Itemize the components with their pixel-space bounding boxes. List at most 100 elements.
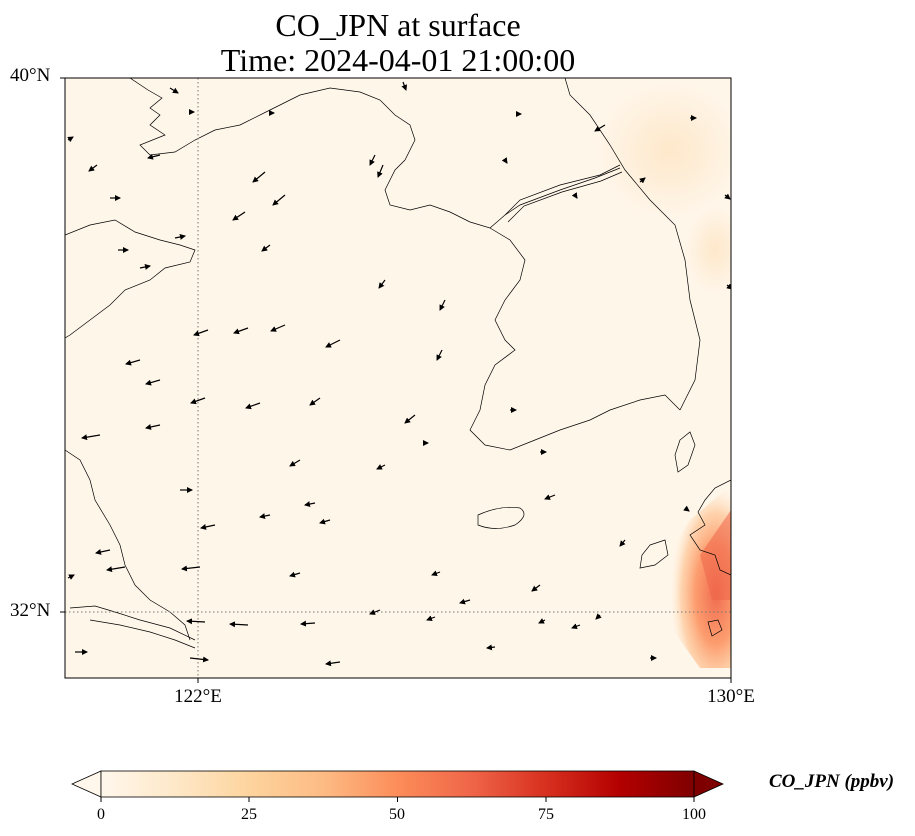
coast-shandong [65, 219, 196, 339]
lat-label-40: 40°N [10, 65, 51, 86]
wind-arrow [683, 505, 690, 512]
map-frame [64, 77, 732, 679]
wind-arrow [459, 598, 471, 605]
wind-arrow [300, 620, 316, 627]
wind-arrow [181, 565, 201, 572]
wind-arrow [145, 379, 161, 386]
map-title-line1: CO_JPN at surface [275, 7, 521, 43]
coast-korea-east [564, 78, 701, 411]
wind-arrow [439, 299, 446, 311]
wind-arrow [81, 434, 101, 441]
wind-arrow [377, 164, 384, 178]
wind-arrow [325, 339, 341, 348]
coastlines [65, 78, 731, 649]
wind-arrow [125, 359, 141, 366]
wind-arrow [426, 615, 436, 622]
wind-arrow [189, 656, 209, 663]
colorbar-tick-75: 75 [538, 806, 554, 823]
wind-arrow [261, 244, 271, 252]
kyushu-hotspot-core [700, 510, 731, 600]
wind-vectors [67, 81, 731, 667]
wind-arrow [272, 194, 286, 206]
wind-arrow [304, 501, 316, 507]
wind-arrow [619, 539, 626, 547]
coast-korea-west-south [469, 227, 681, 451]
wind-arrow [193, 329, 209, 337]
wind-arrow [571, 623, 581, 630]
wind-arrow [252, 171, 266, 183]
coast-jiangsu [65, 449, 191, 641]
colorbar-tick-50: 50 [389, 806, 405, 823]
wind-arrow [139, 264, 151, 270]
coast-koshiki-islands [707, 619, 723, 637]
map-title-line2: Time: 2024-04-01 21:00:00 [220, 42, 576, 78]
wind-arrow [639, 177, 646, 184]
wind-arrow [174, 234, 186, 240]
wind-arrow [245, 402, 261, 410]
colorbar-tick-0: 0 [97, 806, 105, 823]
wind-arrow [169, 87, 179, 94]
wind-arrow [724, 193, 731, 200]
wind-arrow [369, 154, 376, 166]
coast-yangtze-mouth [69, 605, 196, 649]
axis-ticks [60, 77, 732, 683]
haze-patch-east [685, 205, 731, 295]
colorbar-tick-25: 25 [241, 806, 257, 823]
wind-arrow [319, 518, 331, 525]
wind-arrow [186, 618, 206, 625]
wind-arrow [376, 464, 386, 470]
wind-arrow [486, 644, 496, 651]
wind-arrow [595, 613, 602, 620]
wind-arrow [325, 660, 341, 667]
wind-arrow [431, 570, 441, 577]
coast-china-north [129, 78, 621, 229]
wind-arrow [270, 324, 286, 332]
colorbar-gradient [100, 770, 695, 798]
wind-arrow [289, 571, 301, 578]
wind-arrow [200, 524, 216, 530]
coast-goto-islands [639, 539, 669, 569]
lon-label-130: 130°E [707, 686, 755, 707]
wind-arrow [571, 192, 578, 199]
wind-arrow [404, 414, 416, 424]
lon-label-122: 122°E [174, 686, 222, 707]
wind-arrow [544, 494, 556, 500]
wind-arrow [88, 164, 98, 172]
haze-patch-northeast [595, 80, 731, 220]
colorbar [71, 770, 724, 802]
wind-arrow [229, 621, 249, 628]
wind-arrow [401, 81, 408, 91]
wind-arrow [436, 349, 443, 361]
colorbar-extend-high [693, 770, 724, 798]
colorbar-extend-low [71, 770, 102, 798]
kyushu-hotspot [655, 485, 731, 668]
wind-arrow [309, 397, 321, 406]
lat-label-32: 32°N [10, 600, 51, 621]
wind-arrow [259, 513, 271, 519]
wind-arrow [147, 153, 161, 160]
wind-arrow [594, 124, 606, 132]
wind-arrow [233, 327, 249, 335]
colorbar-tick-100: 100 [682, 806, 706, 823]
colorbar-label: CO_JPN (ppbv) [769, 771, 895, 792]
wind-arrow [378, 279, 386, 289]
wind-arrow [190, 397, 206, 405]
coast-kyushu [689, 479, 731, 576]
wind-arrow [501, 157, 508, 164]
wind-arrow [67, 136, 74, 143]
wind-arrow [369, 609, 381, 615]
wind-arrow [95, 549, 111, 555]
wind-arrow [726, 283, 731, 290]
concentration-field [595, 80, 731, 668]
wind-arrow [289, 459, 301, 467]
wind-arrow [232, 211, 246, 221]
wind-arrow [106, 566, 126, 573]
gridlines [65, 78, 731, 678]
wind-arrow [531, 584, 541, 592]
border-china-korea [504, 164, 623, 223]
wind-arrow [538, 618, 546, 624]
wind-arrow [67, 574, 75, 580]
coast-tsushima [674, 431, 696, 473]
wind-arrow [145, 424, 161, 430]
